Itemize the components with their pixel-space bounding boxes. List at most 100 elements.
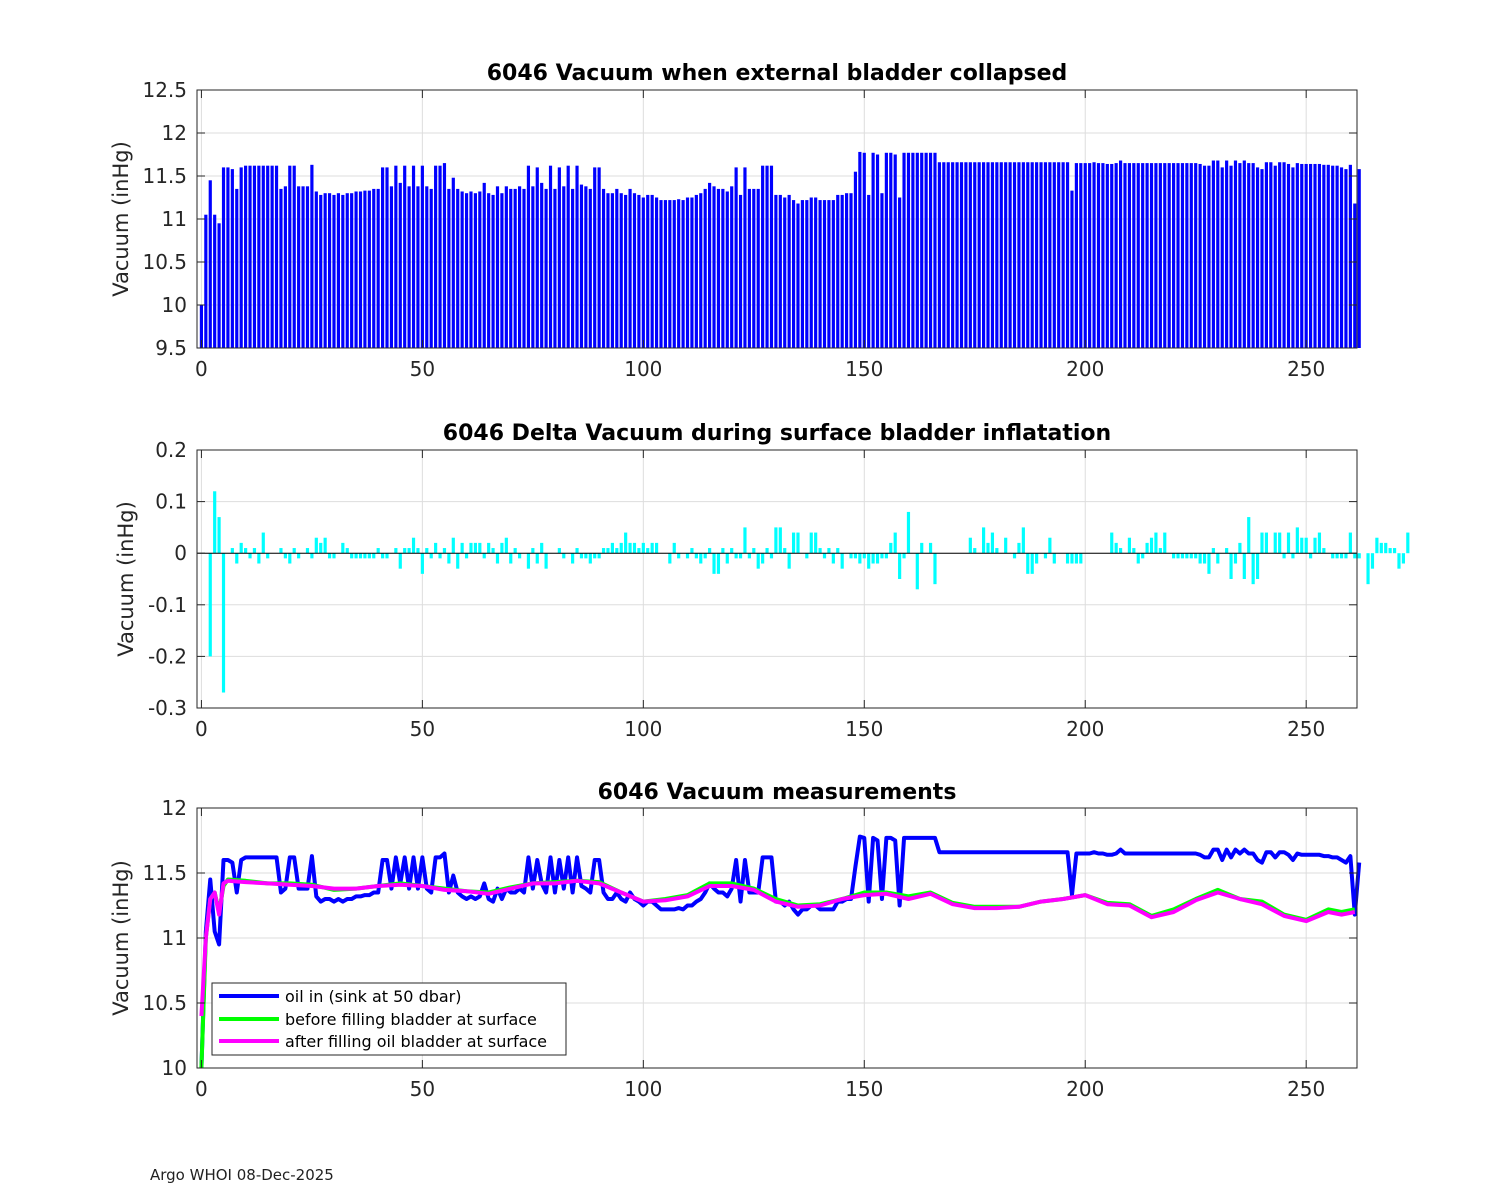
bar bbox=[575, 548, 579, 554]
bar bbox=[266, 553, 270, 559]
bar bbox=[217, 517, 221, 554]
bar bbox=[283, 553, 287, 559]
bar bbox=[800, 200, 805, 348]
bar bbox=[1030, 162, 1034, 348]
bar bbox=[1004, 162, 1008, 348]
bar bbox=[1251, 163, 1255, 348]
bar bbox=[482, 553, 486, 559]
bar bbox=[252, 548, 257, 554]
bar bbox=[928, 542, 933, 554]
x-tick-label: 200 bbox=[1066, 717, 1104, 741]
bar bbox=[637, 548, 641, 554]
bar bbox=[1202, 553, 1207, 564]
bar bbox=[1353, 553, 1357, 559]
bar bbox=[1348, 532, 1352, 554]
bar bbox=[1110, 163, 1114, 348]
bar bbox=[522, 188, 526, 348]
bar bbox=[407, 186, 411, 348]
bar bbox=[398, 553, 402, 569]
bar bbox=[1026, 553, 1030, 574]
bar bbox=[292, 548, 296, 554]
bar bbox=[1017, 542, 1021, 554]
x-tick-label: 150 bbox=[845, 717, 883, 741]
bar bbox=[469, 542, 473, 554]
bar bbox=[1172, 553, 1176, 559]
bar bbox=[1074, 553, 1078, 564]
bar bbox=[814, 197, 818, 348]
bar bbox=[1180, 163, 1185, 348]
x-tick-label: 0 bbox=[195, 1077, 208, 1101]
bar bbox=[226, 167, 230, 348]
bar bbox=[473, 193, 477, 348]
bar bbox=[937, 162, 941, 348]
bar bbox=[646, 548, 650, 554]
bar bbox=[990, 162, 995, 348]
bar bbox=[1096, 163, 1101, 348]
bar bbox=[641, 542, 645, 554]
y-tick-label: 10.5 bbox=[142, 991, 187, 1015]
bar bbox=[995, 162, 999, 348]
bar bbox=[584, 553, 588, 559]
bar bbox=[1136, 553, 1140, 564]
y-tick-label: 9.5 bbox=[155, 336, 187, 360]
bar bbox=[451, 177, 455, 348]
bar bbox=[248, 553, 252, 559]
bar bbox=[261, 532, 265, 554]
bar bbox=[509, 553, 513, 564]
axis-ticks: 0 50 100 150 200 250 -0.3 -0.2 -0.1 0 0.1 0.2 bbox=[148, 438, 1357, 741]
bar bbox=[774, 527, 778, 554]
bar bbox=[420, 553, 424, 574]
bar bbox=[407, 548, 411, 554]
bar bbox=[1101, 163, 1105, 348]
bar bbox=[230, 548, 234, 554]
bar bbox=[1273, 532, 1277, 554]
bar bbox=[411, 537, 416, 554]
y-tick-label: 10 bbox=[162, 293, 187, 317]
bar bbox=[235, 188, 239, 348]
bar bbox=[853, 553, 858, 559]
bar bbox=[411, 165, 416, 348]
bar bbox=[1088, 163, 1092, 348]
bar bbox=[495, 186, 500, 348]
bar bbox=[1211, 548, 1215, 554]
bar bbox=[434, 165, 438, 348]
bar bbox=[593, 553, 597, 559]
bar bbox=[703, 188, 707, 348]
bar bbox=[659, 200, 663, 348]
bar bbox=[1008, 162, 1012, 348]
y-tick-label: 0.1 bbox=[155, 490, 187, 514]
bar bbox=[690, 548, 694, 554]
bar bbox=[1238, 163, 1242, 348]
bar bbox=[460, 191, 464, 348]
bar bbox=[831, 553, 835, 564]
bar bbox=[1339, 167, 1344, 348]
x-tick-label: 200 bbox=[1066, 1077, 1104, 1101]
bar bbox=[951, 162, 955, 348]
bar bbox=[1141, 163, 1145, 348]
bar bbox=[1282, 162, 1286, 348]
bar bbox=[314, 537, 318, 554]
bar bbox=[902, 152, 906, 348]
bar bbox=[1132, 548, 1136, 554]
bar bbox=[743, 167, 747, 348]
bar bbox=[1291, 553, 1295, 559]
bar bbox=[796, 203, 800, 348]
bar bbox=[1114, 542, 1118, 554]
bar bbox=[279, 548, 283, 554]
bar bbox=[288, 553, 292, 564]
bar bbox=[354, 553, 358, 559]
bar bbox=[495, 553, 500, 564]
bar bbox=[610, 542, 614, 554]
bar bbox=[822, 200, 827, 348]
bar bbox=[650, 542, 654, 554]
bar bbox=[597, 167, 601, 348]
bar bbox=[513, 188, 517, 348]
bar bbox=[668, 200, 672, 348]
bar bbox=[464, 553, 469, 559]
bar bbox=[791, 532, 796, 554]
y-tick-label: 12 bbox=[162, 796, 187, 820]
y-tick-label: 11.5 bbox=[142, 861, 187, 885]
bar bbox=[389, 186, 394, 348]
legend: oil in (sink at 50 dbar) before filling … bbox=[211, 982, 567, 1056]
